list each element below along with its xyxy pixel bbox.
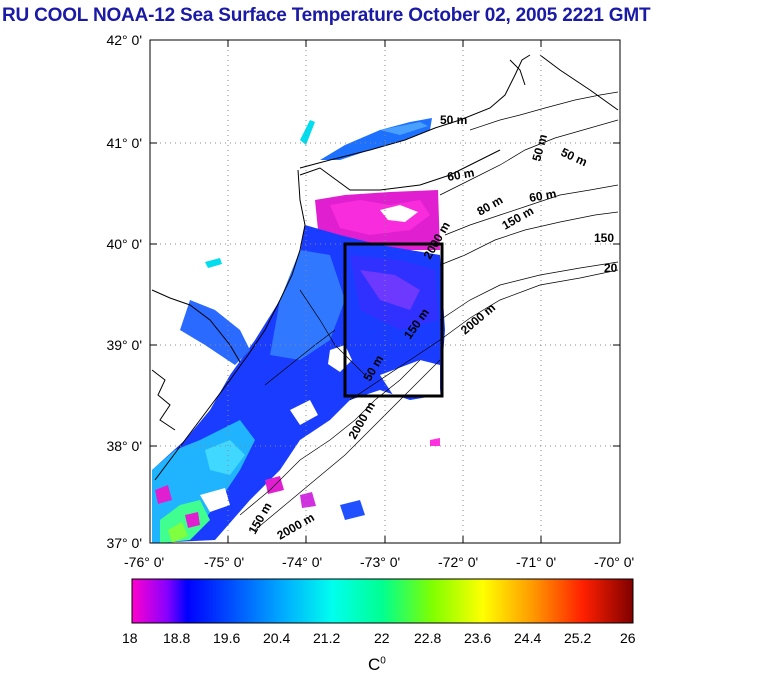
- colorbar-tick: 18.8: [163, 630, 191, 646]
- isobath-label: 150 m: [245, 500, 274, 536]
- colorbar-tick: 18: [122, 630, 138, 646]
- lon-label-76: -76° 0': [124, 554, 165, 570]
- unit-base: C: [368, 655, 381, 674]
- colorbar-tick: 26: [620, 630, 636, 646]
- colorbar-tick: 21.2: [313, 630, 341, 646]
- lon-label-73: -73° 0': [360, 554, 401, 570]
- lat-label-38: 38° 0': [106, 438, 142, 454]
- coastline: [151, 54, 619, 481]
- colorbar-tick: 23.6: [464, 630, 492, 646]
- bathymetry: [239, 91, 619, 531]
- unit-sup: 0: [380, 655, 386, 667]
- study-box: [343, 242, 444, 398]
- sst-field: [152, 118, 445, 543]
- colorbar-tick: 22: [374, 630, 390, 646]
- lon-label-74: -74° 0': [282, 554, 323, 570]
- lat-label-39: 39° 0': [106, 337, 142, 353]
- isobath-label: 20: [604, 261, 618, 275]
- colorbar: [131, 578, 634, 624]
- colorbar-tick: 22.8: [414, 630, 442, 646]
- isobath-label: 60 m: [528, 186, 557, 205]
- colorbar-tick: 25.2: [564, 630, 592, 646]
- lat-label-37: 37° 0': [106, 535, 142, 551]
- colorbar-tick: 20.4: [263, 630, 291, 646]
- lat-label-42: 42° 0': [106, 32, 142, 48]
- lon-label-75: -75° 0': [204, 554, 245, 570]
- lon-label-72: -72° 0': [438, 554, 479, 570]
- isobath-label: 50 m: [529, 133, 550, 163]
- isobath-label: 2000 m: [458, 300, 498, 337]
- lon-label-70: -70° 0': [594, 554, 635, 570]
- lat-label-41: 41° 0': [106, 135, 142, 151]
- map-title: RU COOL NOAA-12 Sea Surface Temperature …: [2, 5, 651, 26]
- colorbar-tick: 24.4: [514, 630, 542, 646]
- lat-label-40: 40° 0': [106, 236, 142, 252]
- isobath-label: 60 m: [446, 165, 475, 184]
- isobath-label: 2000 m: [345, 399, 377, 441]
- isobath-label: 50 m: [440, 113, 467, 127]
- isobath-label: 2000 m: [275, 510, 317, 542]
- isobath-label: 150: [594, 231, 614, 245]
- lon-label-71: -71° 0': [516, 554, 557, 570]
- isobath-label: 50 m: [559, 145, 590, 169]
- colorbar-tick: 19.6: [213, 630, 241, 646]
- isobath-label: 150 m: [500, 203, 536, 232]
- colorbar-unit: C0: [368, 655, 386, 675]
- axis-ticks: [150, 39, 620, 544]
